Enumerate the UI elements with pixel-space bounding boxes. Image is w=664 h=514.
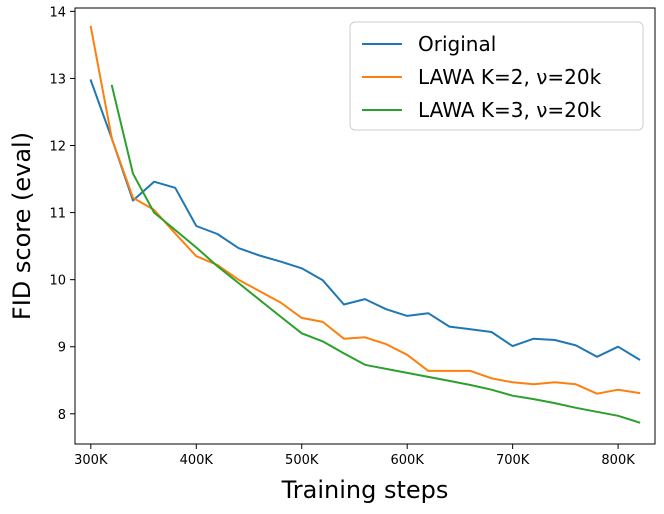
y-tick-label: 14: [49, 5, 66, 20]
x-axis-title: Training steps: [281, 476, 449, 504]
x-tick-label: 700K: [496, 453, 530, 468]
y-tick-label: 11: [49, 207, 66, 222]
legend-label-1: LAWA K=2, ν=20k: [418, 65, 602, 89]
axes-frame: [74, 7, 656, 445]
legend: Original LAWA K=2, ν=20k LAWA K=3, ν=20k: [349, 21, 644, 131]
legend-box: [349, 21, 644, 131]
y-tick-label: 12: [49, 140, 66, 155]
y-tick-label: 9: [58, 341, 66, 356]
y-tick-label: 10: [49, 274, 66, 289]
x-tick-label: 600K: [391, 453, 425, 468]
y-tick-label: 13: [49, 72, 66, 87]
series-line-2: [110, 84, 641, 424]
x-tick-label: 300K: [74, 453, 108, 468]
legend-label-0: Original: [418, 32, 496, 56]
x-tick-label: 400K: [180, 453, 214, 468]
x-tick-label: 800K: [601, 453, 635, 468]
y-axis-title: FID score (eval): [8, 132, 36, 320]
series-line-0: [89, 79, 641, 361]
y-tick-label: 8: [58, 408, 66, 423]
y-axis: 8 9 10 11 12 13 14: [49, 5, 75, 423]
x-axis: 300K 400K 500K 600K 700K 800K: [74, 444, 635, 468]
legend-label-2: LAWA K=3, ν=20k: [418, 98, 602, 122]
series-line-1: [89, 25, 641, 395]
x-tick-label: 500K: [285, 453, 319, 468]
plot-series: [89, 25, 641, 424]
